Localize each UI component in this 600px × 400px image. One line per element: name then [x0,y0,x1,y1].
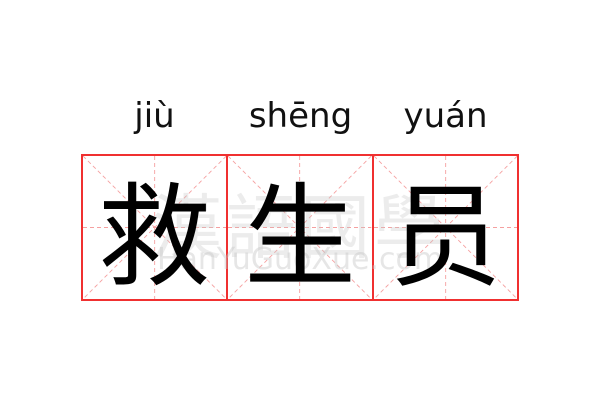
character: 生 [243,172,356,303]
character: 员 [389,172,502,303]
pinyin-1: shēng [248,96,353,136]
guide-lines [228,156,371,299]
pinyin-2: yuán [403,96,488,136]
character: 救 [98,172,211,303]
character-cell: 生 [226,156,371,303]
character-cell: 救 [83,156,226,303]
pinyin-0: jiù [134,96,175,136]
guide-lines [83,156,226,299]
guide-lines [374,156,517,299]
character-cell: 员 [371,156,517,303]
character-grid: 救 生 员 [81,154,519,303]
